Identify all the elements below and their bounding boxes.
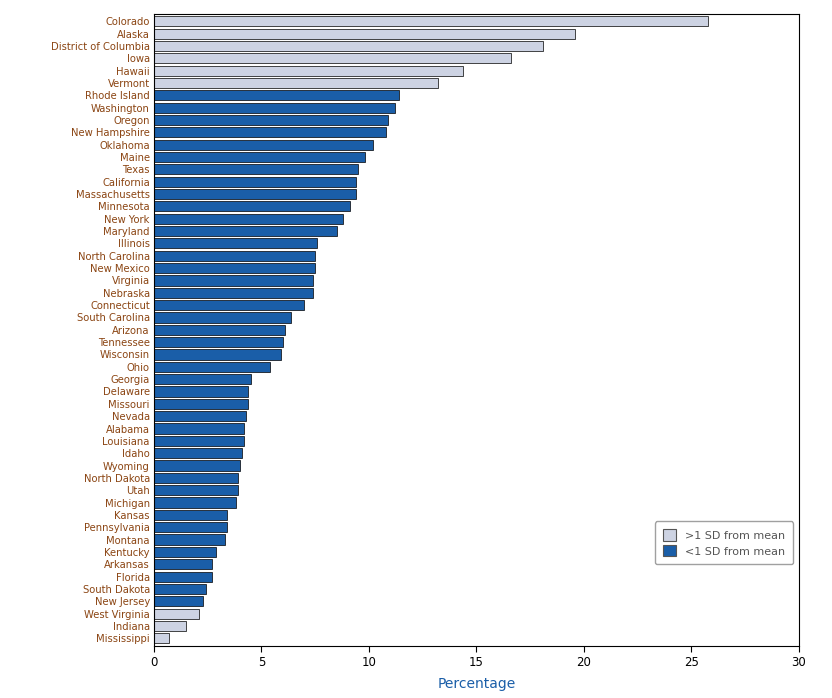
Bar bbox=[154, 239, 317, 248]
Bar bbox=[154, 621, 186, 631]
Bar bbox=[154, 584, 206, 594]
Bar bbox=[154, 572, 212, 581]
Bar bbox=[154, 424, 245, 433]
Bar bbox=[154, 226, 337, 236]
Bar bbox=[154, 152, 364, 162]
Bar bbox=[154, 189, 356, 199]
Bar bbox=[154, 276, 313, 285]
Bar bbox=[154, 325, 285, 335]
Bar bbox=[154, 263, 315, 273]
Bar bbox=[154, 313, 291, 322]
Bar bbox=[154, 374, 250, 384]
Bar bbox=[154, 90, 399, 101]
Bar bbox=[154, 399, 249, 409]
Bar bbox=[154, 522, 227, 533]
Bar bbox=[154, 535, 225, 544]
Bar bbox=[154, 288, 313, 298]
Bar bbox=[154, 485, 238, 496]
Bar bbox=[154, 633, 169, 644]
Bar bbox=[154, 53, 511, 64]
Bar bbox=[154, 251, 315, 261]
Bar bbox=[154, 29, 575, 39]
Bar bbox=[154, 498, 235, 507]
Bar bbox=[154, 448, 242, 459]
Bar bbox=[154, 115, 389, 125]
Bar bbox=[154, 127, 386, 138]
Bar bbox=[154, 362, 270, 372]
Bar bbox=[154, 78, 438, 88]
Bar bbox=[154, 411, 246, 421]
Bar bbox=[154, 473, 238, 483]
Bar bbox=[154, 609, 199, 618]
Bar bbox=[154, 300, 305, 310]
Bar bbox=[154, 559, 212, 570]
Bar bbox=[154, 164, 358, 174]
Bar bbox=[154, 177, 356, 187]
Bar bbox=[154, 214, 343, 224]
Bar bbox=[154, 596, 203, 607]
X-axis label: Percentage: Percentage bbox=[437, 677, 516, 692]
Bar bbox=[154, 201, 349, 211]
Legend: >1 SD from mean, <1 SD from mean: >1 SD from mean, <1 SD from mean bbox=[656, 521, 793, 564]
Bar bbox=[154, 436, 245, 446]
Bar bbox=[154, 16, 709, 27]
Bar bbox=[154, 387, 249, 396]
Bar bbox=[154, 510, 227, 520]
Bar bbox=[154, 140, 373, 150]
Bar bbox=[154, 41, 543, 51]
Bar bbox=[154, 103, 394, 113]
Bar bbox=[154, 461, 240, 470]
Bar bbox=[154, 547, 216, 557]
Bar bbox=[154, 337, 283, 347]
Bar bbox=[154, 66, 463, 76]
Bar bbox=[154, 350, 280, 359]
